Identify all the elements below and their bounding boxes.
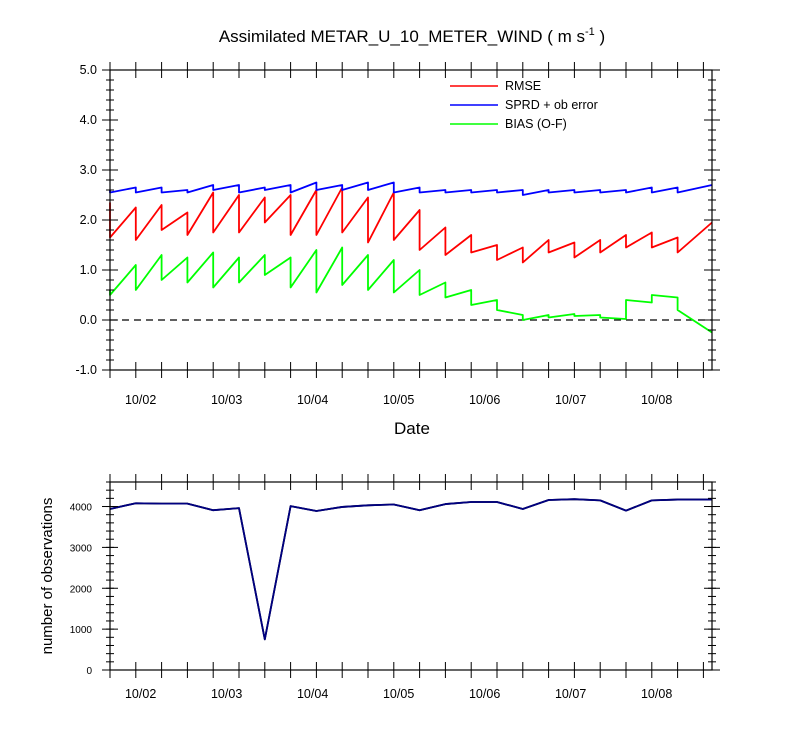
top-x-tick-label: 10/05 [383,393,414,407]
top-series-lines [109,181,713,334]
chart-title-superscript: -1 [585,26,595,38]
top-x-tick-label: 10/02 [125,393,156,407]
chart-title-close: ) [595,27,605,46]
top-x-axis-label: Date [394,419,430,438]
bottom-x-tick-label: 10/03 [211,687,242,701]
top-series-sprd-ob-error [109,181,713,196]
legend-label-rmse: RMSE [505,79,541,93]
top-y-tick-label: 1.0 [80,263,97,277]
top-y-tick-label: 4.0 [80,113,97,127]
bottom-axes: 0 1000 2000 3000 4000 10/02 10/03 10/04 10/05 10/… [70,474,720,701]
top-y-tick-label: 3.0 [80,163,97,177]
bottom-y-tick-label: 3000 [70,543,93,554]
top-y-tick-label: 0.0 [80,313,97,327]
top-y-tick-label: -1.0 [75,363,97,377]
chart-title-main: Assimilated METAR_U_10_METER_WIND ( m s [219,27,585,46]
bottom-x-tick-label: 10/05 [383,687,414,701]
bottom-y-tick-label: 4000 [70,503,93,514]
bottom-x-tick-label: 10/08 [641,687,672,701]
bottom-series-observations-used [109,498,712,641]
bottom-plot-frame [109,481,713,671]
top-y-tick-label: 5.0 [80,63,97,77]
top-x-tick-label: 10/08 [641,393,672,407]
top-y-tick-label: 2.0 [80,213,97,227]
top-x-tick-label: 10/04 [297,393,328,407]
bottom-x-tick-label: 10/07 [555,687,586,701]
legend-label-sprd: SPRD + ob error [505,98,598,112]
top-x-tick-label: 10/07 [555,393,586,407]
bottom-y-tick-label: 0 [86,666,92,677]
top-series-rmse [109,186,713,264]
legend: RMSE SPRD + ob error BIAS (O-F) [450,79,598,131]
bottom-y-tick-label: 2000 [70,584,93,595]
legend-label-bias: BIAS (O-F) [505,117,567,131]
top-axes: -1.0 0.0 1.0 2.0 3.0 4.0 5.0 10/02 10/03 10/04 10/… [75,62,720,407]
bottom-x-tick-label: 10/02 [125,687,156,701]
bottom-x-tick-label: 10/06 [469,687,500,701]
top-x-tick-label: 10/03 [211,393,242,407]
bottom-series-observations-possible [109,498,712,641]
top-series-bias-o-f [109,246,713,334]
chart-title: Assimilated METAR_U_10_METER_WIND ( m s-… [219,26,605,46]
bottom-x-tick-label: 10/04 [297,687,328,701]
bottom-series-lines [109,498,712,641]
bottom-y-axis-label: number of observations [39,498,56,655]
top-x-tick-label: 10/06 [469,393,500,407]
bottom-y-tick-label: 1000 [70,625,93,636]
